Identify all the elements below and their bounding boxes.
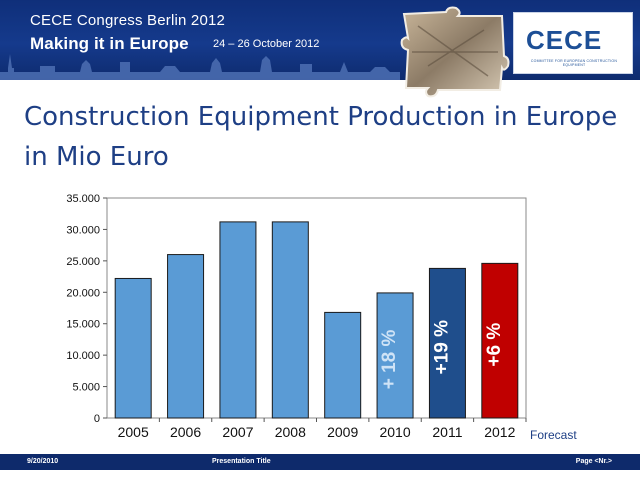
slide-footer: 9/20/2010 Presentation Title Page <Nr.>: [0, 454, 640, 470]
x-tick-label: 2008: [275, 424, 306, 440]
y-tick-label: 0: [94, 413, 100, 425]
bar-2009: [324, 311, 362, 419]
logo-text: CECE: [526, 25, 603, 55]
slide-title: Construction Equipment Production in Eur…: [24, 102, 618, 172]
bar-2011: [428, 267, 466, 419]
bar-2012: [481, 262, 519, 419]
congress-slogan: Making it in Europe: [30, 34, 189, 53]
footer-page-number: Page <Nr.>: [575, 458, 612, 465]
bar-2006: [167, 254, 205, 419]
y-tick-label: 5.000: [72, 382, 100, 394]
annotation-2011: +19 %: [431, 320, 452, 375]
congress-dates: 24 – 26 October 2012: [213, 38, 320, 50]
bar-2005: [114, 277, 152, 419]
bar-2010: [376, 292, 414, 419]
annotation-2012: +6 %: [484, 323, 505, 367]
logo-subtext: COMMITTEE FOR EUROPEAN CONSTRUCTION EQUI…: [530, 59, 618, 67]
production-bar-chart: 0 5.000 10.000 15.000 20.000 25.000 30.000 35.0…: [66, 193, 527, 440]
congress-name: CECE Congress Berlin 2012: [30, 12, 226, 29]
footer-date: 9/20/2010: [27, 458, 59, 465]
footer-presentation-title: Presentation Title: [212, 458, 271, 465]
cece-logo: CECE COMMITTEE FOR EUROPEAN CONSTRUCTION…: [513, 12, 633, 74]
x-tick-label: 2007: [222, 424, 253, 440]
forecast-label: Forecast: [530, 428, 577, 442]
x-tick-label: 2010: [379, 424, 410, 440]
y-tick-label: 30.000: [66, 224, 100, 236]
y-tick-label: 25.000: [66, 256, 100, 268]
x-tick-label: 2009: [327, 424, 358, 440]
y-tick-label: 35.000: [66, 193, 100, 205]
y-tick-label: 15.000: [66, 319, 100, 331]
x-tick-label: 2011: [432, 424, 462, 440]
x-tick-label: 2006: [170, 424, 201, 440]
bar-2007: [219, 221, 257, 419]
y-tick-label: 10.000: [66, 350, 100, 362]
berlin-skyline-icon: [0, 54, 400, 80]
x-tick-label: 2012: [484, 424, 515, 440]
bar-2008: [271, 221, 309, 419]
annotation-2010: + 18 %: [379, 330, 400, 390]
y-tick-label: 20.000: [66, 287, 100, 299]
puzzle-image-icon: [400, 6, 510, 98]
x-tick-label: 2005: [118, 424, 149, 440]
